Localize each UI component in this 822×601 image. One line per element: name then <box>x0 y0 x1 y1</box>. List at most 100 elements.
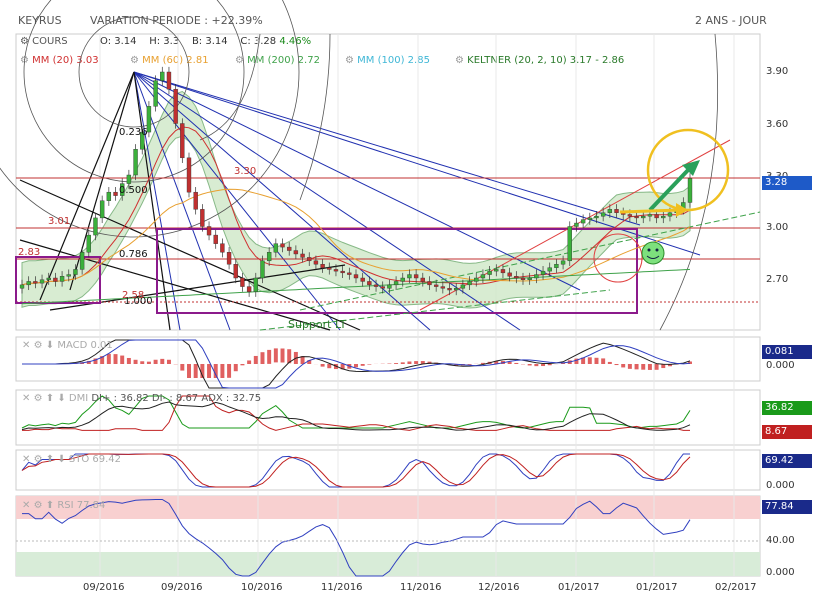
candle-body <box>200 209 205 227</box>
consolidation-box <box>156 228 638 314</box>
macd-bar <box>614 364 619 366</box>
gear-icon[interactable]: ⚙ <box>455 55 464 66</box>
gear-icon[interactable]: ⚙ <box>345 55 354 66</box>
macd-bar <box>140 361 145 364</box>
macd-bar <box>400 362 405 364</box>
macd-header[interactable]: ✕ ⚙ ⬇ MACD 0.01 <box>22 340 113 351</box>
keltner-label: KELTNER (20, 2, 10) 3.17 - 2.86 <box>467 55 625 66</box>
arrow-down-icon[interactable]: ⬇ <box>45 340 55 351</box>
macd-bar <box>133 359 138 364</box>
gear-icon[interactable]: ⚙ <box>33 500 43 511</box>
macd-bar <box>273 348 278 363</box>
candle-body <box>460 284 466 289</box>
candle-body <box>106 191 112 201</box>
macd-bar <box>247 360 252 364</box>
arrow-down-icon[interactable]: ⬇ <box>57 454 66 465</box>
mm100-legend[interactable]: ⚙ MM (100) 2.85 <box>345 55 430 66</box>
arrow-up-icon[interactable]: ⬆ <box>45 454 55 465</box>
sto-tag: 69.42 <box>762 454 812 468</box>
candle-body <box>120 183 125 196</box>
sto-zero: 0.000 <box>766 480 795 491</box>
macd-bar <box>354 364 358 368</box>
mm20-label: MM (20) 3.03 <box>32 55 99 66</box>
candle-body <box>433 284 439 287</box>
candle-body <box>73 269 78 275</box>
candle-body <box>540 270 546 275</box>
macd-bar <box>621 364 626 368</box>
candle-body <box>146 106 152 133</box>
mm60-legend[interactable]: ⚙ MM (60) 2.81 <box>130 55 209 66</box>
gear-icon[interactable]: ⚙ <box>20 36 29 47</box>
mm200-legend[interactable]: ⚙ MM (200) 2.72 <box>235 55 320 66</box>
xtick-2: 10/2016 <box>241 582 283 593</box>
rsi-mid: 40.00 <box>766 535 795 546</box>
candle-body <box>400 277 405 282</box>
candle-body <box>420 277 425 282</box>
rsi-header[interactable]: ✕ ⚙ ⬆ RSI 77.84 <box>22 500 105 511</box>
level-258-label: 2.58 <box>122 290 145 301</box>
smiley-icon <box>641 241 665 265</box>
close-icon[interactable]: ✕ <box>22 454 31 465</box>
sto-d-line <box>21 453 691 488</box>
candle-body <box>113 191 118 196</box>
candle-body <box>467 281 472 286</box>
close-icon[interactable]: ✕ <box>22 500 31 511</box>
yellow-arrow-line <box>619 208 681 214</box>
arrow-up-icon[interactable]: ⬆ <box>45 393 55 404</box>
candle-body <box>574 222 579 227</box>
rsi-tag: 77.84 <box>762 500 812 514</box>
period-selector[interactable]: 2 ANS - JOUR <box>695 14 767 27</box>
arrow-up-icon[interactable]: ⬆ <box>45 500 55 511</box>
sto-header[interactable]: ✕ ⚙ ⬆ ⬇ STO 69.42 <box>22 454 121 465</box>
candle-body <box>53 277 58 282</box>
support-line <box>259 289 611 331</box>
macd-bar <box>367 364 372 365</box>
gear-icon[interactable]: ⚙ <box>33 393 43 404</box>
price-panel <box>15 33 761 331</box>
candle-body <box>33 281 38 284</box>
macd-bar <box>587 357 592 364</box>
dmi-header[interactable]: ✕ ⚙ ⬆ ⬇ DMI DI+ : 36.82 DI- : 8.67 ADX :… <box>22 393 261 404</box>
cours-legend[interactable]: ⚙ COURS <box>20 36 68 47</box>
macd-bar <box>654 364 659 370</box>
macd-label: MACD <box>57 340 88 351</box>
macd-bar <box>113 354 118 364</box>
macd-bar <box>240 364 245 366</box>
candle-body <box>360 277 365 282</box>
candle-body <box>99 200 105 219</box>
candle-body <box>19 284 25 289</box>
gear-icon[interactable]: ⚙ <box>33 340 43 351</box>
macd-bar <box>661 364 666 369</box>
candle-body <box>126 174 132 184</box>
gear-icon[interactable]: ⚙ <box>130 55 139 66</box>
macd-bar <box>527 364 532 366</box>
keltner-legend[interactable]: ⚙ KELTNER (20, 2, 10) 3.17 - 2.86 <box>455 55 624 66</box>
gear-icon[interactable]: ⚙ <box>235 55 244 66</box>
close-icon[interactable]: ✕ <box>22 340 31 351</box>
candle-body <box>480 274 486 279</box>
macd-bar <box>320 364 325 367</box>
macd-bar <box>641 364 646 370</box>
close-icon[interactable]: ✕ <box>22 393 31 404</box>
macd-bar <box>480 362 485 364</box>
macd-bar <box>86 360 91 364</box>
arrow-head-icon <box>682 160 700 176</box>
trend-lines <box>19 71 361 331</box>
candle-body <box>160 71 165 81</box>
mm60-label: MM (60) 2.81 <box>142 55 209 66</box>
red-circle-marker <box>593 233 643 283</box>
xtick-7: 01/2017 <box>636 582 678 593</box>
cours-label: COURS <box>32 36 68 47</box>
macd-panel <box>15 336 761 382</box>
candle-body <box>186 157 192 193</box>
candle-body <box>580 219 586 224</box>
ytick-300: 3.00 <box>766 222 789 233</box>
macd-bar <box>327 364 332 369</box>
gear-icon[interactable]: ⚙ <box>33 454 43 465</box>
macd-bar <box>227 364 232 378</box>
arrow-down-icon[interactable]: ⬇ <box>57 393 66 404</box>
dmi-minus-tag: 8.67 <box>762 425 812 439</box>
candle-body <box>600 212 606 217</box>
macd-bar <box>207 364 212 378</box>
